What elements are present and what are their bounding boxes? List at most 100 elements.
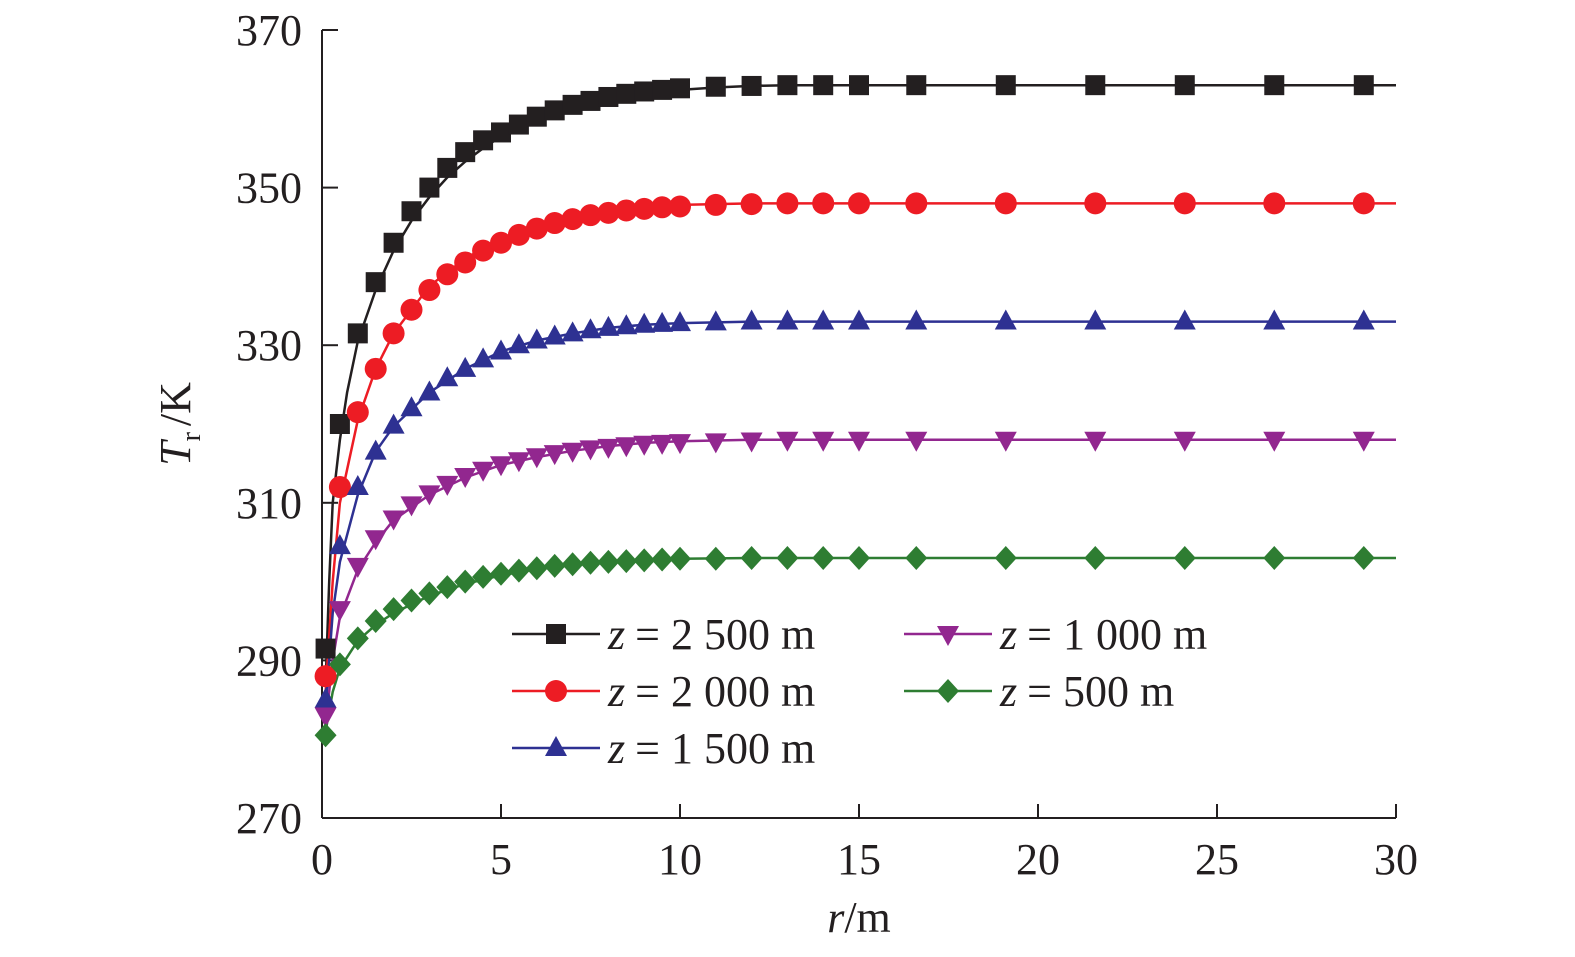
- data-point-marker: [905, 192, 928, 215]
- data-point-marker: [615, 549, 638, 574]
- legend-swatch-marker: [937, 626, 959, 646]
- data-point-marker: [1264, 75, 1285, 96]
- x-tick-label: 5: [490, 835, 512, 884]
- data-point-marker: [436, 263, 459, 286]
- data-point-marker: [812, 309, 835, 330]
- legend-swatch-marker: [546, 624, 566, 644]
- data-point-marker: [1353, 75, 1374, 96]
- data-point-marker: [436, 575, 459, 600]
- data-point-marker: [1173, 431, 1196, 452]
- data-point-marker: [741, 75, 762, 96]
- data-point-marker: [598, 86, 619, 107]
- legend-item-z-1000m: z = 1 000 m: [904, 610, 1207, 659]
- data-point-marker: [418, 380, 441, 401]
- data-point-marker: [848, 431, 870, 452]
- series-markers-z-500m: [314, 545, 1375, 748]
- data-point-marker: [507, 223, 530, 246]
- data-point-marker: [651, 547, 674, 572]
- x-tick-label: 10: [658, 835, 702, 884]
- data-point-marker: [436, 366, 459, 387]
- data-point-marker: [633, 435, 656, 456]
- legend-var: z: [999, 667, 1017, 716]
- data-point-marker: [473, 130, 494, 151]
- legend-var: z: [607, 610, 625, 659]
- data-point-marker: [848, 192, 870, 215]
- legend-value: = 1 000 m: [1027, 610, 1207, 659]
- data-point-marker: [597, 315, 620, 336]
- data-point-marker: [777, 75, 798, 96]
- data-point-marker: [1352, 545, 1375, 570]
- data-point-marker: [544, 100, 565, 121]
- data-point-marker: [454, 251, 477, 274]
- legend-label: z = 2 500 m: [607, 610, 815, 659]
- data-point-marker: [597, 549, 620, 574]
- data-point-marker: [1173, 545, 1196, 570]
- x-tick-label: 30: [1374, 835, 1418, 884]
- data-point-marker: [615, 437, 638, 458]
- data-point-marker: [776, 545, 799, 570]
- data-point-marker: [633, 312, 656, 333]
- data-point-marker: [580, 90, 601, 111]
- data-point-marker: [561, 552, 584, 577]
- data-point-marker: [669, 434, 691, 455]
- svg-text:r/m: r/m: [827, 893, 891, 942]
- data-point-marker: [543, 324, 566, 345]
- data-point-marker: [525, 328, 548, 349]
- data-point-marker: [579, 550, 602, 575]
- x-axis-title: r/m: [827, 893, 891, 942]
- series-lines: [324, 83, 1396, 732]
- data-point-marker: [562, 94, 583, 115]
- data-point-marker: [995, 75, 1016, 96]
- data-point-marker: [1263, 545, 1286, 570]
- series-line-z-1500m: [324, 320, 1396, 708]
- data-point-marker: [400, 588, 423, 613]
- data-point-marker: [346, 557, 369, 578]
- data-point-marker: [905, 431, 928, 452]
- data-point-marker: [597, 438, 620, 459]
- data-point-marker: [472, 564, 495, 589]
- legend-label: z = 2 000 m: [607, 667, 815, 716]
- data-point-marker: [314, 687, 337, 708]
- data-point-marker: [812, 431, 835, 452]
- data-point-marker: [314, 707, 337, 728]
- data-point-marker: [543, 445, 566, 466]
- data-point-marker: [1352, 192, 1375, 215]
- data-point-marker: [994, 431, 1017, 452]
- legend-label: z = 500 m: [999, 667, 1174, 716]
- series-markers-z-2000m: [314, 192, 1375, 688]
- data-point-marker: [507, 452, 530, 473]
- x-tick-label: 15: [837, 835, 881, 884]
- data-point-marker: [382, 413, 405, 434]
- series-markers-z-2500m: [315, 75, 1374, 659]
- legend-item-z-500m: z = 500 m: [904, 667, 1174, 716]
- y-tick-label: 270: [236, 794, 302, 843]
- data-point-marker: [490, 231, 512, 254]
- data-point-marker: [472, 461, 495, 482]
- legend-swatch-marker: [545, 736, 567, 756]
- data-point-marker: [615, 199, 638, 222]
- data-point-marker: [382, 510, 405, 531]
- data-point-marker: [455, 142, 476, 163]
- data-point-marker: [1173, 309, 1196, 330]
- data-point-marker: [401, 201, 422, 222]
- data-point-marker: [491, 122, 511, 143]
- x-tick-label: 0: [311, 835, 333, 884]
- data-point-marker: [740, 193, 763, 216]
- y-tick-label: 330: [236, 321, 302, 370]
- series-markers-z-1500m: [314, 309, 1375, 708]
- data-point-marker: [382, 322, 405, 345]
- data-point-marker: [314, 665, 337, 688]
- data-point-marker: [454, 468, 477, 489]
- data-point-marker: [346, 401, 369, 424]
- y-tick-label: 350: [236, 164, 302, 213]
- data-point-marker: [740, 432, 763, 453]
- legend-item-z-2500m: z = 2 500 m: [512, 610, 815, 659]
- data-point-marker: [704, 433, 727, 454]
- data-point-marker: [633, 548, 656, 573]
- data-point-marker: [418, 485, 441, 506]
- data-point-marker: [328, 652, 351, 677]
- data-point-marker: [490, 561, 512, 586]
- data-point-marker: [704, 546, 727, 571]
- data-point-marker: [454, 569, 477, 594]
- data-point-marker: [705, 76, 726, 97]
